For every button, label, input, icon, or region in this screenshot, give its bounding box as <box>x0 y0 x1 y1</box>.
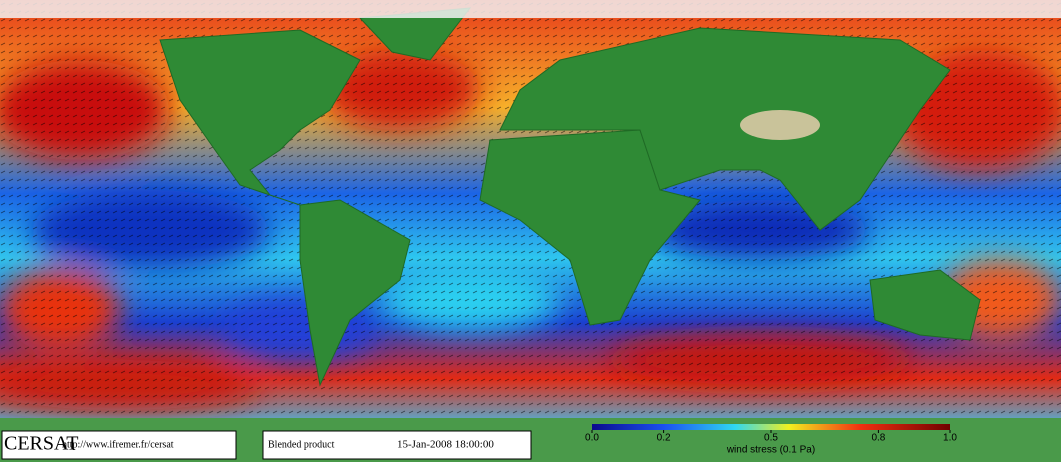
tick-label: 0.2 <box>657 433 671 444</box>
tick-label: 0.8 <box>871 433 885 444</box>
arctic <box>0 0 1061 18</box>
colorbar-label: wind stress (0.1 Pa) <box>726 445 815 456</box>
logo: CERSAT <box>4 433 78 455</box>
tick-label: 0.5 <box>764 433 778 444</box>
colorbar <box>592 424 950 430</box>
north-america <box>159 29 361 206</box>
product: Blended product <box>268 439 335 450</box>
logo-box <box>1 430 237 460</box>
continents <box>159 7 981 387</box>
south-america <box>299 199 411 387</box>
url: http://www.ifremer.fr/cersat <box>62 439 174 450</box>
date: 15-Jan-2008 18:00:00 <box>397 439 494 451</box>
plateau <box>740 110 820 140</box>
tick-label: 1.0 <box>943 433 957 444</box>
eurasia <box>499 27 951 231</box>
product-box <box>262 430 532 460</box>
tick-label: 0.0 <box>585 433 599 444</box>
colorbar-ticks: 0.0 0.2 0.5 0.8 1.0 <box>585 430 957 444</box>
australia <box>869 269 981 341</box>
